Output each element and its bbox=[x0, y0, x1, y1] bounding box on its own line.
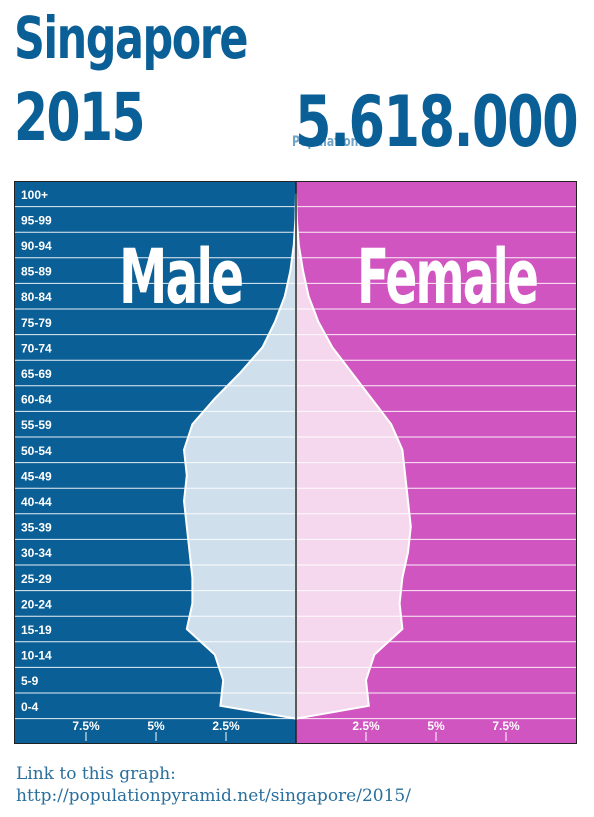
age-group-label: 30-34 bbox=[21, 546, 52, 560]
age-group-label: 45-49 bbox=[21, 469, 52, 483]
male-series-label: Male bbox=[119, 234, 242, 322]
chart-border bbox=[14, 181, 577, 744]
age-group-label: 25-29 bbox=[21, 572, 52, 586]
age-group-label: 90-94 bbox=[21, 239, 52, 253]
age-group-label: 5-9 bbox=[21, 674, 39, 688]
age-group-label: 95-99 bbox=[21, 213, 52, 227]
age-group-label: 70-74 bbox=[21, 341, 52, 355]
age-group-label: 60-64 bbox=[21, 393, 52, 407]
age-group-label: 40-44 bbox=[21, 495, 52, 509]
age-group-label: 85-89 bbox=[21, 265, 52, 279]
footer-link-url[interactable]: http://populationpyramid.net/singapore/2… bbox=[16, 786, 411, 806]
female-series-label: Female bbox=[357, 232, 537, 321]
age-group-label: 100+ bbox=[21, 188, 48, 202]
age-group-label: 80-84 bbox=[21, 290, 52, 304]
x-tick-label: 5% bbox=[147, 719, 165, 733]
x-tick-label: 5% bbox=[427, 719, 445, 733]
x-tick-label: 2.5% bbox=[212, 719, 240, 733]
age-group-label: 15-19 bbox=[21, 623, 52, 637]
country-title: Singapore bbox=[14, 4, 249, 72]
age-group-label: 0-4 bbox=[21, 700, 39, 714]
age-group-label: 65-69 bbox=[21, 367, 52, 381]
x-tick-label: 7.5% bbox=[492, 719, 520, 733]
age-group-label: 75-79 bbox=[21, 316, 52, 330]
year-title: 2015 bbox=[14, 79, 145, 156]
age-group-label: 10-14 bbox=[21, 649, 52, 663]
age-group-label: 50-54 bbox=[21, 444, 52, 458]
footer: Link to this graph: http://populationpyr… bbox=[16, 763, 411, 807]
population-pyramid-chart: 0-4 5-9 10-14 15-19 20-24 25-29 30-34 35-39 40-4… bbox=[14, 181, 577, 744]
x-tick-label: 7.5% bbox=[72, 719, 100, 733]
population-label: Population: bbox=[292, 134, 363, 150]
footer-link-label: Link to this graph: bbox=[16, 764, 176, 784]
age-group-label: 55-59 bbox=[21, 418, 52, 432]
population-value: 5.618.000 bbox=[294, 81, 579, 163]
age-group-label: 35-39 bbox=[21, 521, 52, 535]
age-group-label: 20-24 bbox=[21, 597, 52, 611]
x-tick-label: 2.5% bbox=[352, 719, 380, 733]
